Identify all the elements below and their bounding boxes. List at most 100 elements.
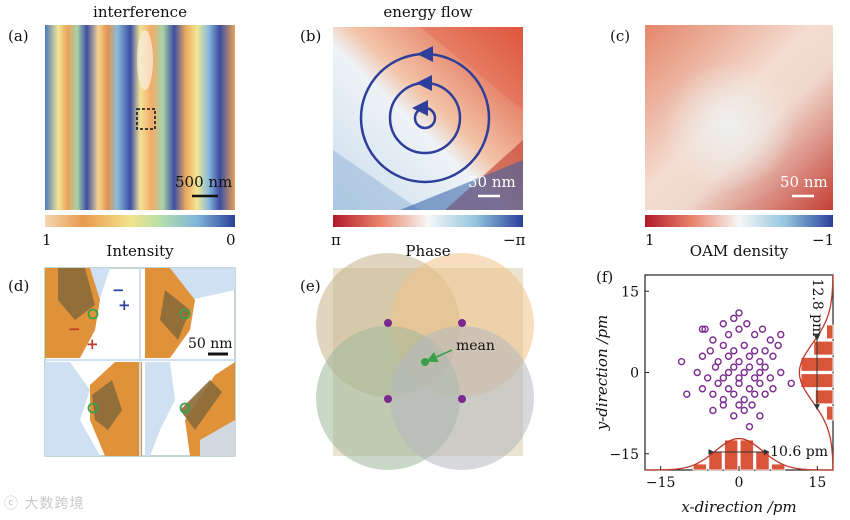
data-point (730, 347, 738, 355)
data-point (777, 330, 785, 339)
y-tick-label: −15 (609, 447, 639, 463)
panel-b (333, 27, 523, 227)
data-point (719, 320, 728, 328)
data-point (719, 374, 728, 382)
mean-annotation: mean (456, 338, 495, 354)
data-point (745, 422, 754, 431)
panel-label-f: (f) (596, 268, 614, 286)
data-point (766, 374, 775, 382)
plot-frame (644, 274, 834, 471)
panel-a (45, 25, 235, 227)
sign-plus-1: + (118, 296, 131, 314)
x-hist-bar (724, 439, 739, 471)
data-point (730, 363, 738, 371)
y-tick-label: 0 (630, 366, 639, 382)
scale-label-a: 500 nm (175, 173, 233, 191)
colorbar-b-title: Phase (405, 242, 451, 260)
data-point (766, 336, 775, 344)
y-tick-label: 15 (621, 284, 639, 300)
data-point (756, 412, 764, 420)
data-point (756, 357, 764, 366)
centroid-point (384, 319, 392, 327)
data-point (761, 347, 769, 355)
data-point (745, 385, 754, 393)
colorbar-c (645, 215, 833, 227)
data-point (724, 352, 733, 360)
data-point (735, 357, 743, 366)
panel-label-d: (d) (8, 277, 30, 295)
data-point (777, 368, 785, 377)
mean-point (421, 358, 429, 366)
data-point (724, 368, 733, 377)
colorbar-a-max: 0 (226, 231, 236, 249)
singularity-marker (179, 402, 191, 414)
data-point (730, 314, 738, 323)
data-point (730, 390, 738, 398)
data-point (740, 341, 748, 350)
data-point (740, 406, 748, 415)
scale-label-c: 50 nm (780, 173, 828, 191)
colorbar-c-min: 1 (645, 231, 655, 249)
x-tick-label: 0 (735, 475, 744, 491)
y-hist-bar (826, 405, 834, 421)
data-point (714, 379, 722, 388)
scale-label-b: 50 nm (468, 173, 516, 191)
panel-label-c: (c) (610, 27, 631, 45)
colorbar-c-max: −1 (812, 231, 835, 249)
data-point (719, 401, 728, 409)
x-tick-label: −15 (646, 475, 676, 491)
data-point (769, 385, 777, 393)
data-point (735, 379, 743, 388)
singularity-marker (179, 308, 191, 320)
data-point (756, 379, 764, 388)
data-point (724, 385, 733, 393)
data-point (735, 401, 743, 409)
y-hist-bar (815, 389, 834, 405)
data-point (774, 341, 782, 350)
data-point (750, 330, 759, 339)
roi-box (136, 108, 156, 130)
colorbar-a-min: 1 (42, 231, 52, 249)
x-width-label: 10.6 pm (770, 444, 828, 460)
panel-e (316, 253, 534, 470)
data-point (677, 357, 686, 366)
data-point (724, 330, 733, 339)
x-hist-bar (739, 439, 754, 471)
centroid-point (384, 395, 392, 403)
data-point (758, 325, 767, 333)
data-point (730, 412, 738, 420)
data-point (748, 401, 756, 409)
scale-label-d: 50 nm (188, 336, 233, 352)
data-point (750, 347, 759, 355)
data-point (719, 341, 728, 350)
data-point (701, 325, 709, 333)
data-point (709, 406, 717, 415)
data-point (745, 352, 754, 360)
data-point (756, 368, 764, 377)
panel-title-a: interference (93, 3, 187, 21)
colorbar-b (333, 215, 523, 227)
data-point (698, 325, 707, 333)
data-point (711, 363, 720, 371)
singularity-marker (87, 402, 99, 414)
panel-title-b: energy flow (383, 3, 473, 21)
data-point (693, 368, 701, 377)
y-gaussian-fit (798, 274, 834, 471)
x-tick-label: 15 (808, 475, 826, 491)
singularity-marker (87, 308, 99, 320)
data-point (761, 390, 769, 398)
panel-f: 10.6 pm 12.8 pm −15 0 15 15 0 −15 x-direction /p… (593, 274, 834, 516)
data-point (683, 390, 691, 398)
colorbar-c-title: OAM density (689, 242, 789, 260)
colorbar-a (45, 215, 235, 227)
data-point (703, 374, 712, 382)
panel-title-d: Intensity (106, 242, 174, 260)
panel-label-e: (e) (300, 277, 321, 295)
data-point (735, 309, 743, 317)
centroid-point (458, 319, 466, 327)
panel-label-a: (a) (8, 27, 29, 45)
x-hist-bar (692, 463, 707, 471)
x-gaussian-fit (645, 437, 833, 471)
data-point (740, 395, 748, 404)
